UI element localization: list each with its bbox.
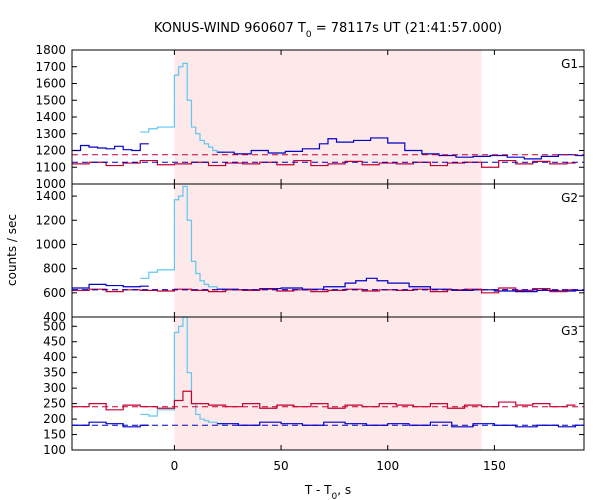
- y-tick-label: 1000: [35, 237, 66, 251]
- series-line-g2-0: [72, 283, 149, 289]
- chart-title: KONUS-WIND 960607 T0 = 78117s UT (21:41:…: [154, 21, 502, 40]
- y-tick-label: 400: [43, 310, 66, 324]
- series-line-g2-2: [217, 277, 584, 293]
- y-tick-label: 1500: [35, 93, 66, 107]
- panel-g1: 1000 1100 1200 1300 1400 1500 1600 1700 1800 G1: [35, 43, 585, 191]
- panel-label-g2: G2: [561, 191, 578, 205]
- panel-label-g3: G3: [561, 324, 578, 338]
- y-tick-label: 150: [43, 428, 66, 442]
- y-tick-label: 200: [43, 412, 66, 426]
- series-line-g3-2: [217, 421, 584, 428]
- y-tick-label: 1400: [35, 189, 66, 203]
- y-tick-label: 1700: [35, 60, 66, 74]
- y-tick-label: 350: [43, 366, 66, 380]
- series-line-g1-1: [140, 62, 226, 153]
- shaded-interval: [174, 50, 482, 450]
- y-tick-label: 100: [43, 443, 66, 457]
- x-tick-label: 0: [171, 459, 179, 473]
- series-line-g2-3: [72, 287, 576, 294]
- panel-g2: 400 600 800 1000 1200 1400 G2: [35, 183, 585, 324]
- y-tick-label: 600: [43, 286, 66, 300]
- x-tick-label: 150: [483, 459, 506, 473]
- series-line-g2-1: [140, 185, 226, 290]
- series-line-g1-0: [72, 143, 149, 152]
- y-axis-label: counts / sec: [5, 214, 19, 286]
- y-tick-label: 450: [43, 335, 66, 349]
- series-line-g3-1: [140, 316, 226, 425]
- series-line-g1-2: [217, 137, 584, 160]
- y-tick-label: 1000: [35, 177, 66, 191]
- x-axis-label: T - T0, s: [304, 483, 351, 500]
- plot-area: 100011001200130014001500160017001800G140…: [35, 43, 585, 473]
- y-tick-label: 1400: [35, 110, 66, 124]
- y-tick-label: 300: [43, 381, 66, 395]
- panel-frame: [71, 316, 585, 451]
- y-tick-label: 250: [43, 397, 66, 411]
- series-line-g3-0: [72, 421, 149, 428]
- y-tick-label: 1600: [35, 77, 66, 91]
- series-line-g1-3: [72, 159, 576, 168]
- y-tick-label: 1800: [35, 43, 66, 57]
- panel-label-g1: G1: [561, 57, 578, 71]
- y-tick-label: 800: [43, 262, 66, 276]
- y-tick-label: 1200: [35, 144, 66, 158]
- y-tick-label: 1300: [35, 127, 66, 141]
- x-tick-label: 100: [376, 459, 399, 473]
- y-tick-label: 500: [43, 319, 66, 333]
- x-tick-label: 50: [273, 459, 288, 473]
- y-tick-label: 400: [43, 350, 66, 364]
- y-tick-label: 1100: [35, 160, 66, 174]
- y-tick-label: 1200: [35, 213, 66, 227]
